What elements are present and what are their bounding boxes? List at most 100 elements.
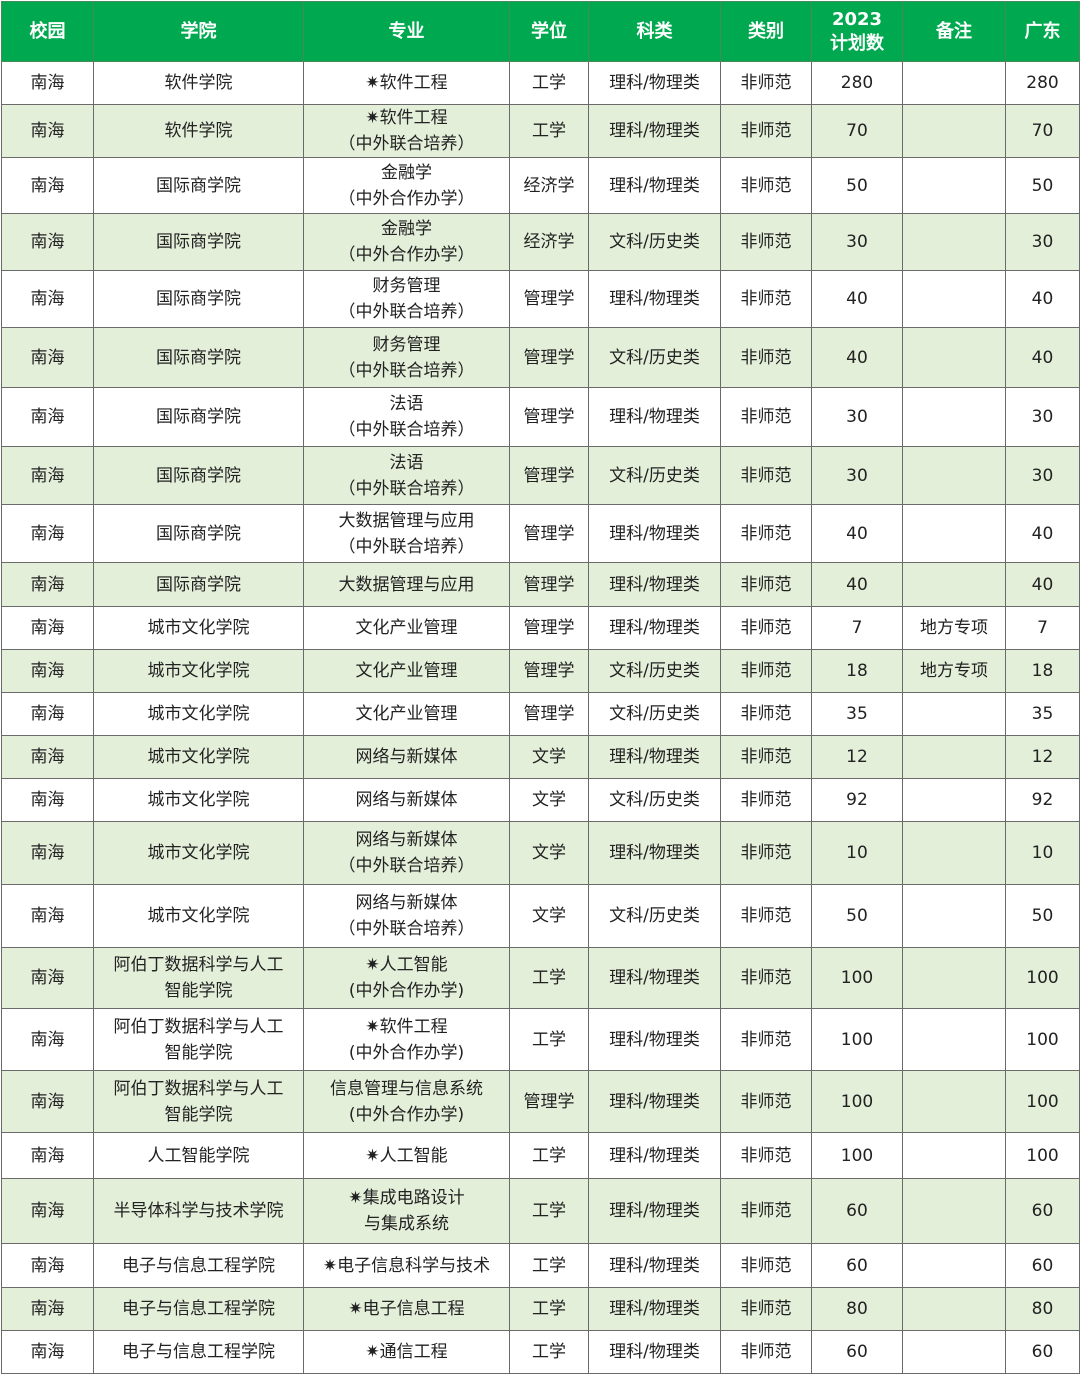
- cell-college: 软件学院: [93, 61, 304, 105]
- cell-text-line: 电子与信息工程学院: [122, 1255, 275, 1276]
- cell-college: 国际商学院: [93, 157, 304, 214]
- cell-text-line: 280: [1026, 73, 1059, 93]
- cell-text-line: 理科/物理类: [609, 843, 700, 863]
- cell-text-line: 2023: [831, 8, 883, 30]
- cell-text-line: 10: [846, 843, 868, 863]
- cell-text-line: 管理学: [523, 289, 575, 309]
- cell-text-line: 工学: [532, 1255, 566, 1276]
- table-row: 南海 国际商学院 大数据管理与应用 （中外联合培养） 管理学 理科/物理类 非师范 40 40: [1, 504, 1080, 563]
- cell-plan-count: 18: [811, 649, 903, 693]
- cell-remark: [902, 1287, 1006, 1331]
- cell-text-line: 40: [846, 289, 868, 309]
- cell-text-line: （中外联合培养）: [338, 420, 475, 440]
- cell-text-line: 南海: [30, 1255, 65, 1276]
- cell-campus: 南海: [1, 446, 94, 505]
- cell-type: 非师范: [720, 735, 812, 779]
- cell-text-line: 工学: [532, 968, 566, 988]
- cell-text-line: 管理学: [523, 574, 575, 595]
- cell-degree: 管理学: [509, 270, 589, 328]
- cell-subject-category: 文科/历史类: [588, 692, 721, 736]
- cell-campus: 南海: [1, 821, 94, 885]
- cell-remark: [902, 446, 1006, 505]
- cell-text-line: 城市文化学院: [147, 704, 250, 724]
- table-row: 南海 城市文化学院 网络与新媒体 （中外联合培养） 文学 理科/物理类 非师范 10 10: [1, 821, 1080, 885]
- cell-text-line: 非师范: [740, 843, 792, 863]
- header-plan-count: 2023 计划数: [811, 1, 903, 62]
- cell-remark: [902, 1330, 1006, 1374]
- cell-degree: 管理学: [509, 446, 589, 505]
- cell-type: 非师范: [720, 1132, 812, 1179]
- cell-text-line: 文学: [532, 906, 566, 926]
- cell-college: 人工智能学院: [93, 1132, 304, 1179]
- cell-text-line: 国际商学院: [156, 523, 241, 544]
- cell-college: 国际商学院: [93, 387, 304, 447]
- cell-text-line: 广东: [1024, 20, 1061, 42]
- cell-text-line: 财务管理: [372, 276, 441, 296]
- cell-major: 大数据管理与应用: [303, 562, 510, 607]
- cell-text-line: （中外联合培养）: [338, 919, 475, 939]
- cell-campus: 南海: [1, 735, 94, 779]
- cell-text-line: 工学: [532, 1029, 566, 1050]
- cell-text-line: 南海: [30, 465, 65, 486]
- table-row: 南海 国际商学院 金融学 （中外合作办学） 经济学 文科/历史类 非师范 30 30: [1, 213, 1080, 271]
- cell-major: 文化产业管理: [303, 692, 510, 736]
- cell-text-line: 管理学: [523, 407, 575, 427]
- cell-type: 非师范: [720, 1243, 812, 1288]
- cell-text-line: 国际商学院: [156, 347, 241, 368]
- cell-remark: 地方专项: [902, 606, 1006, 650]
- cell-plan-count: 100: [811, 947, 903, 1009]
- cell-text-line: 管理学: [523, 523, 575, 544]
- cell-text-line: 大数据管理与应用: [338, 510, 475, 531]
- cell-college: 城市文化学院: [93, 884, 304, 948]
- cell-text-line: 60: [1031, 1342, 1054, 1362]
- cell-guangdong: 280: [1005, 61, 1080, 105]
- header-row: 校园 学院 专业 学位 科类 类别 2023 计划数 备注 广东: [1, 1, 1080, 62]
- cell-text-line: （中外联合培养）: [338, 302, 475, 322]
- cell-degree: 工学: [509, 61, 589, 105]
- cell-campus: 南海: [1, 562, 94, 607]
- cell-text-line: （中外联合培养）: [338, 536, 475, 557]
- cell-text-line: 大数据管理与应用: [338, 574, 475, 595]
- cell-text-line: 理科/物理类: [609, 618, 700, 638]
- cell-text-line: 非师范: [740, 407, 792, 427]
- cell-text-line: 地方专项: [920, 661, 988, 681]
- cell-major: ✷人工智能: [303, 1132, 510, 1179]
- cell-remark: [902, 821, 1006, 885]
- cell-text-line: 南海: [30, 618, 65, 638]
- cell-text-line: 60: [846, 1255, 868, 1276]
- table-row: 南海 电子与信息工程学院 ✷电子信息科学与技术 工学 理科/物理类 非师范 60 60: [1, 1243, 1080, 1288]
- cell-text-line: 工学: [532, 1201, 566, 1221]
- table-row: 南海 国际商学院 财务管理 （中外联合培养） 管理学 文科/历史类 非师范 40 40: [1, 327, 1080, 388]
- cell-text-line: 文科/历史类: [609, 661, 700, 681]
- cell-remark: [902, 884, 1006, 948]
- cell-type: 非师范: [720, 213, 812, 271]
- cell-text-line: 40: [1031, 289, 1054, 309]
- cell-remark: [902, 947, 1006, 1009]
- cell-text-line: 12: [1031, 747, 1054, 767]
- cell-text-line: ✷人工智能: [365, 1145, 448, 1166]
- cell-text-line: 70: [1031, 121, 1054, 141]
- cell-remark: [902, 1070, 1006, 1133]
- cell-campus: 南海: [1, 778, 94, 822]
- cell-plan-count: 40: [811, 562, 903, 607]
- cell-subject-category: 理科/物理类: [588, 1330, 721, 1374]
- cell-degree: 文学: [509, 884, 589, 948]
- cell-remark: [902, 213, 1006, 271]
- cell-major: 财务管理 （中外联合培养）: [303, 327, 510, 388]
- cell-campus: 南海: [1, 327, 94, 388]
- cell-major: ✷电子信息工程: [303, 1287, 510, 1331]
- cell-guangdong: 100: [1005, 1008, 1080, 1071]
- cell-type: 非师范: [720, 1178, 812, 1244]
- cell-text-line: 南海: [30, 790, 65, 810]
- table-row: 南海 国际商学院 财务管理 （中外联合培养） 管理学 理科/物理类 非师范 40 40: [1, 270, 1080, 328]
- cell-type: 非师范: [720, 1287, 812, 1331]
- cell-text-line: 金融学: [381, 219, 432, 239]
- cell-text-line: 智能学院: [164, 1042, 233, 1063]
- cell-text-line: 管理学: [523, 465, 575, 486]
- cell-text-line: ✷电子信息工程: [348, 1299, 465, 1319]
- cell-plan-count: 40: [811, 270, 903, 328]
- cell-text-line: 工学: [532, 121, 566, 141]
- cell-guangdong: 40: [1005, 504, 1080, 563]
- cell-subject-category: 理科/物理类: [588, 387, 721, 447]
- cell-text-line: 30: [846, 232, 868, 252]
